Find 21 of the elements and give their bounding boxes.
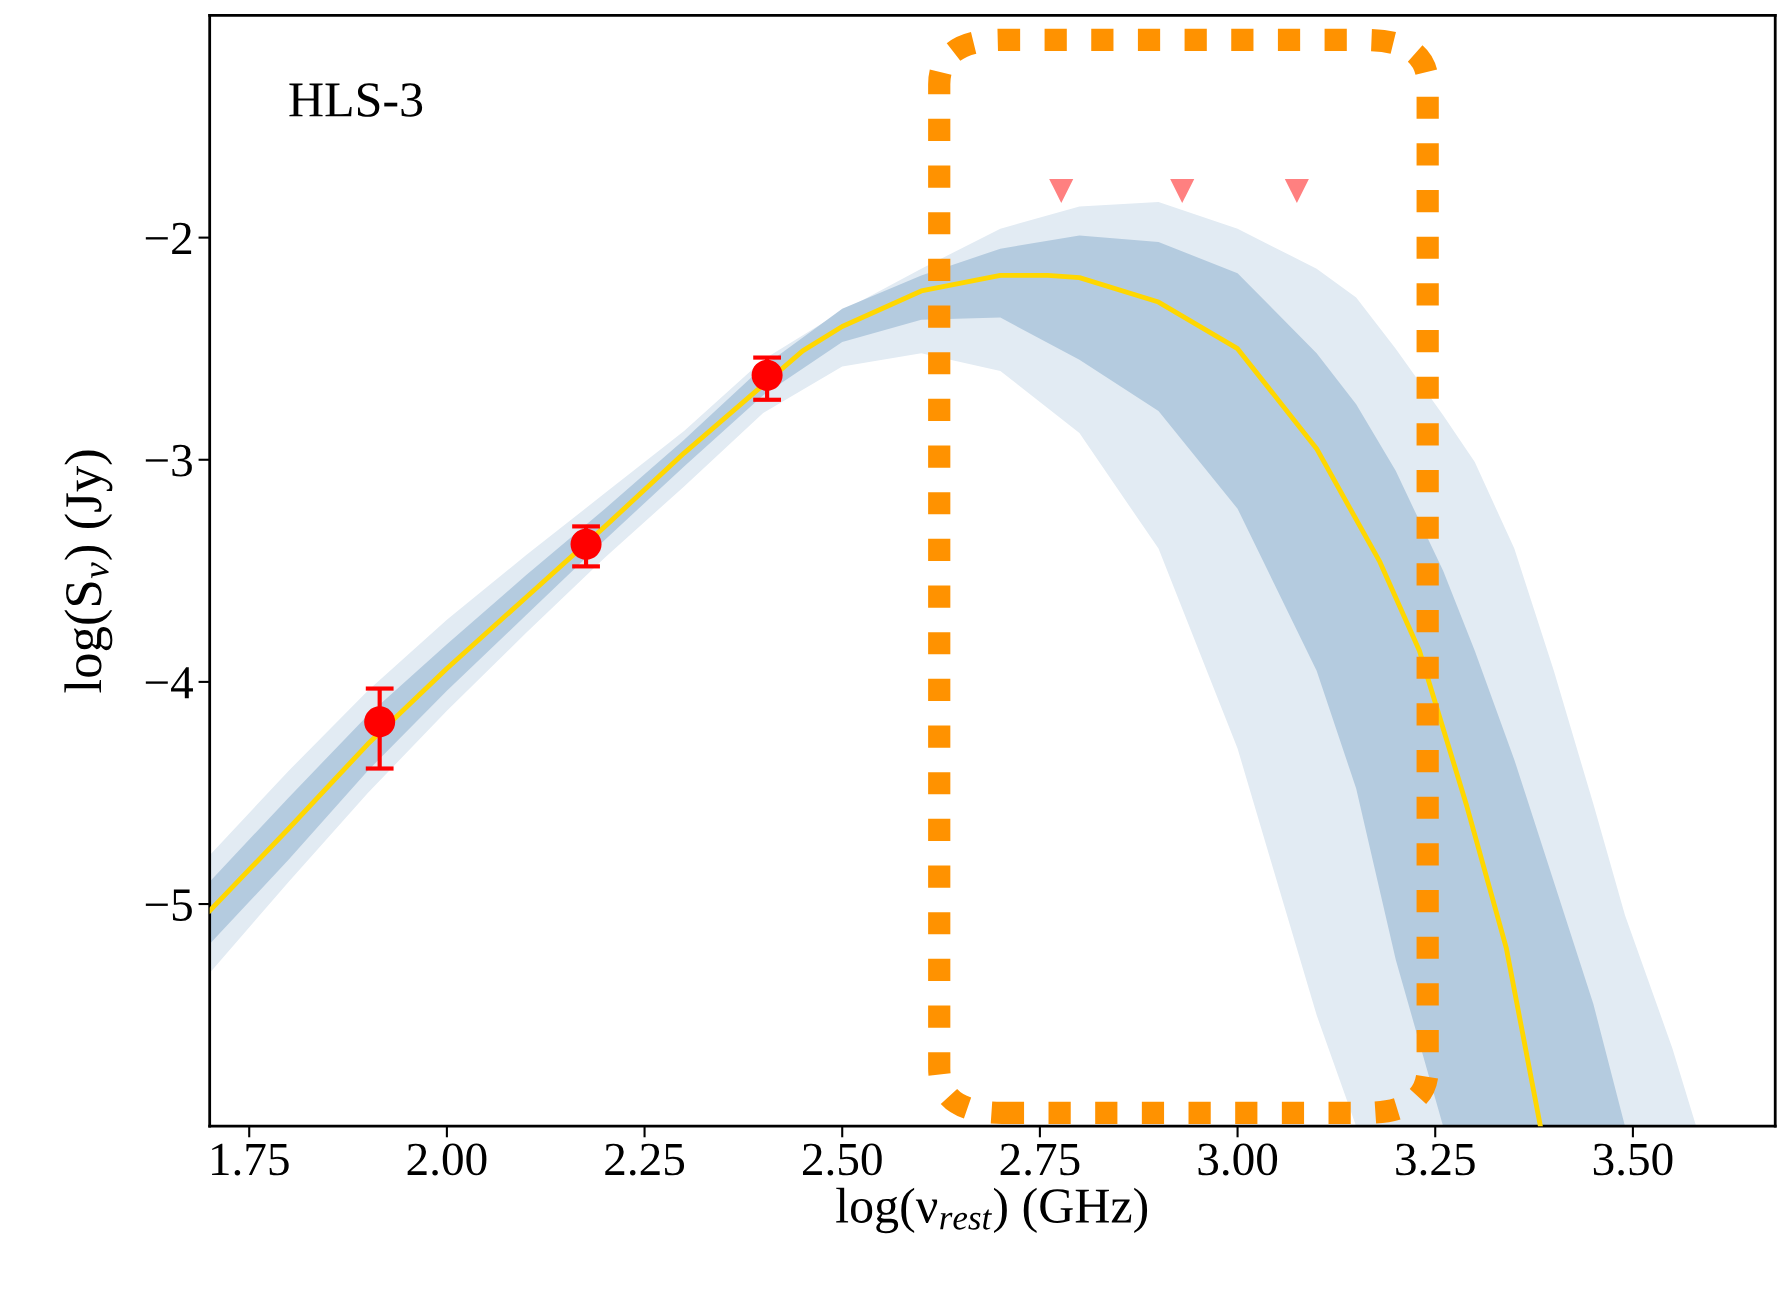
x-tick-label: 2.25 — [605, 1143, 685, 1176]
x-axis-title: log(ν$_{rest}$) (GHz) — [836, 1187, 1148, 1234]
point — [1284, 178, 1309, 203]
y-tick-label: −5 — [145, 889, 192, 921]
y-tick-label: −3 — [145, 444, 192, 477]
annotation: HLS-3 — [289, 83, 423, 117]
y-axis-title: log(S$_{ν}$) (Jy) — [64, 450, 113, 693]
x-tick-label: 2.00 — [407, 1143, 487, 1176]
point — [1170, 178, 1195, 203]
x-tick-label: 2.50 — [802, 1143, 882, 1176]
x-tick-label: 3.50 — [1593, 1143, 1673, 1176]
point — [364, 706, 396, 738]
x-tick-label: 2.75 — [1000, 1143, 1080, 1176]
x-tick-label: 3.25 — [1396, 1143, 1475, 1176]
y-tick-label: −4 — [145, 667, 193, 699]
point — [1049, 178, 1074, 203]
point — [751, 359, 783, 391]
x-tick-label: 1.75 — [212, 1143, 289, 1176]
point — [570, 528, 602, 560]
x-tick-label: 3.00 — [1198, 1143, 1278, 1176]
y-tick-label: −2 — [145, 222, 192, 254]
